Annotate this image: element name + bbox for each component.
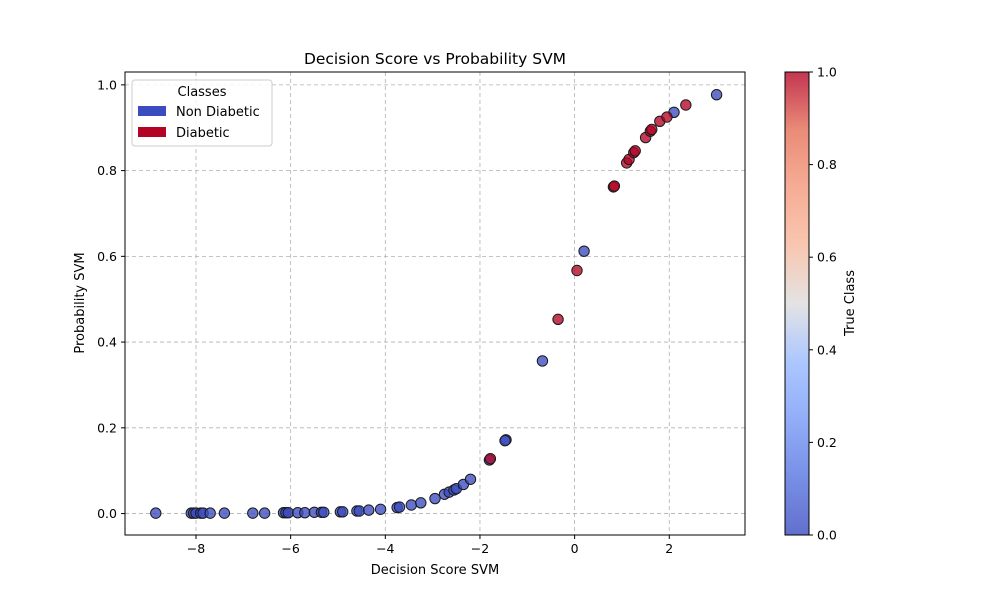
point-non-diabetic [393, 501, 406, 513]
point-non-diabetic [578, 245, 590, 257]
y-tick-label: 0.4 [97, 335, 117, 350]
x-tick-label: 0 [571, 541, 579, 556]
point-non-diabetic [218, 507, 231, 519]
point-non-diabetic [337, 506, 349, 518]
point-non-diabetic [464, 473, 477, 485]
colorbar-tick-label: 0.8 [817, 157, 837, 172]
y-tick-label: 0.2 [97, 420, 117, 435]
colorbar-tick-label: 0.0 [817, 528, 837, 543]
grid-lines [125, 72, 745, 535]
point-diabetic [552, 313, 564, 326]
colorbar-ticks: 0.0 0.2 0.4 0.6 0.8 1.0 [809, 65, 837, 543]
colorbar-tick-label: 0.6 [817, 250, 837, 265]
y-tick-label: 1.0 [97, 77, 117, 92]
x-tick-label: −4 [376, 541, 394, 556]
point-non-diabetic [204, 507, 216, 519]
colorbar [784, 71, 810, 536]
point-diabetic [646, 123, 658, 136]
point-non-diabetic [710, 89, 723, 101]
y-tick-label: 0.8 [97, 163, 117, 178]
legend-title: Classes [178, 85, 227, 100]
point-non-diabetic [363, 504, 375, 516]
y-axis-label: Probability SVM [73, 252, 88, 353]
point-non-diabetic [415, 497, 427, 509]
x-axis-label: Decision Score SVM [371, 563, 499, 578]
x-axis-ticks: −8 −6 −4 −2 0 2 [187, 535, 673, 556]
colorbar-tick-label: 0.2 [817, 435, 837, 450]
chart-title: Decision Score vs Probability SVM [304, 50, 566, 68]
point-non-diabetic [405, 499, 418, 511]
legend-label-diabetic: Diabetic [176, 126, 230, 141]
point-diabetic [629, 145, 641, 157]
y-tick-label: 0.0 [97, 506, 117, 521]
y-tick-label: 0.6 [97, 249, 117, 264]
colorbar-tick-label: 0.4 [817, 342, 837, 357]
colorbar-label: True Class [843, 270, 858, 337]
x-tick-label: −8 [187, 541, 205, 556]
colorbar-tick-label: 1.0 [817, 65, 837, 80]
point-non-diabetic [282, 507, 294, 519]
point-non-diabetic [258, 507, 271, 519]
point-diabetic [608, 180, 621, 192]
plot-frame [124, 71, 746, 536]
data-points [150, 89, 723, 519]
x-tick-label: −2 [471, 541, 489, 556]
legend-swatch-diabetic [138, 127, 166, 137]
point-non-diabetic [318, 506, 330, 518]
legend: Classes Non Diabetic Diabetic [131, 79, 273, 147]
legend-label-non-diabetic: Non Diabetic [176, 105, 260, 120]
point-non-diabetic [150, 507, 162, 519]
x-tick-label: −6 [281, 541, 299, 556]
point-non-diabetic [247, 507, 259, 519]
point-non-diabetic [374, 503, 387, 515]
legend-box [131, 79, 273, 147]
point-diabetic [661, 111, 673, 123]
point-diabetic [680, 99, 692, 111]
point-diabetic [571, 264, 583, 277]
x-tick-label: 2 [665, 541, 673, 556]
point-non-diabetic [429, 492, 441, 505]
point-non-diabetic [536, 355, 549, 367]
point-non-diabetic [499, 434, 511, 447]
point-diabetic [484, 452, 497, 465]
point-non-diabetic [353, 505, 365, 517]
point-non-diabetic [299, 507, 311, 519]
y-axis-ticks: 0.0 0.2 0.4 0.6 0.8 1.0 [97, 77, 125, 521]
legend-swatch-non-diabetic [138, 106, 166, 116]
